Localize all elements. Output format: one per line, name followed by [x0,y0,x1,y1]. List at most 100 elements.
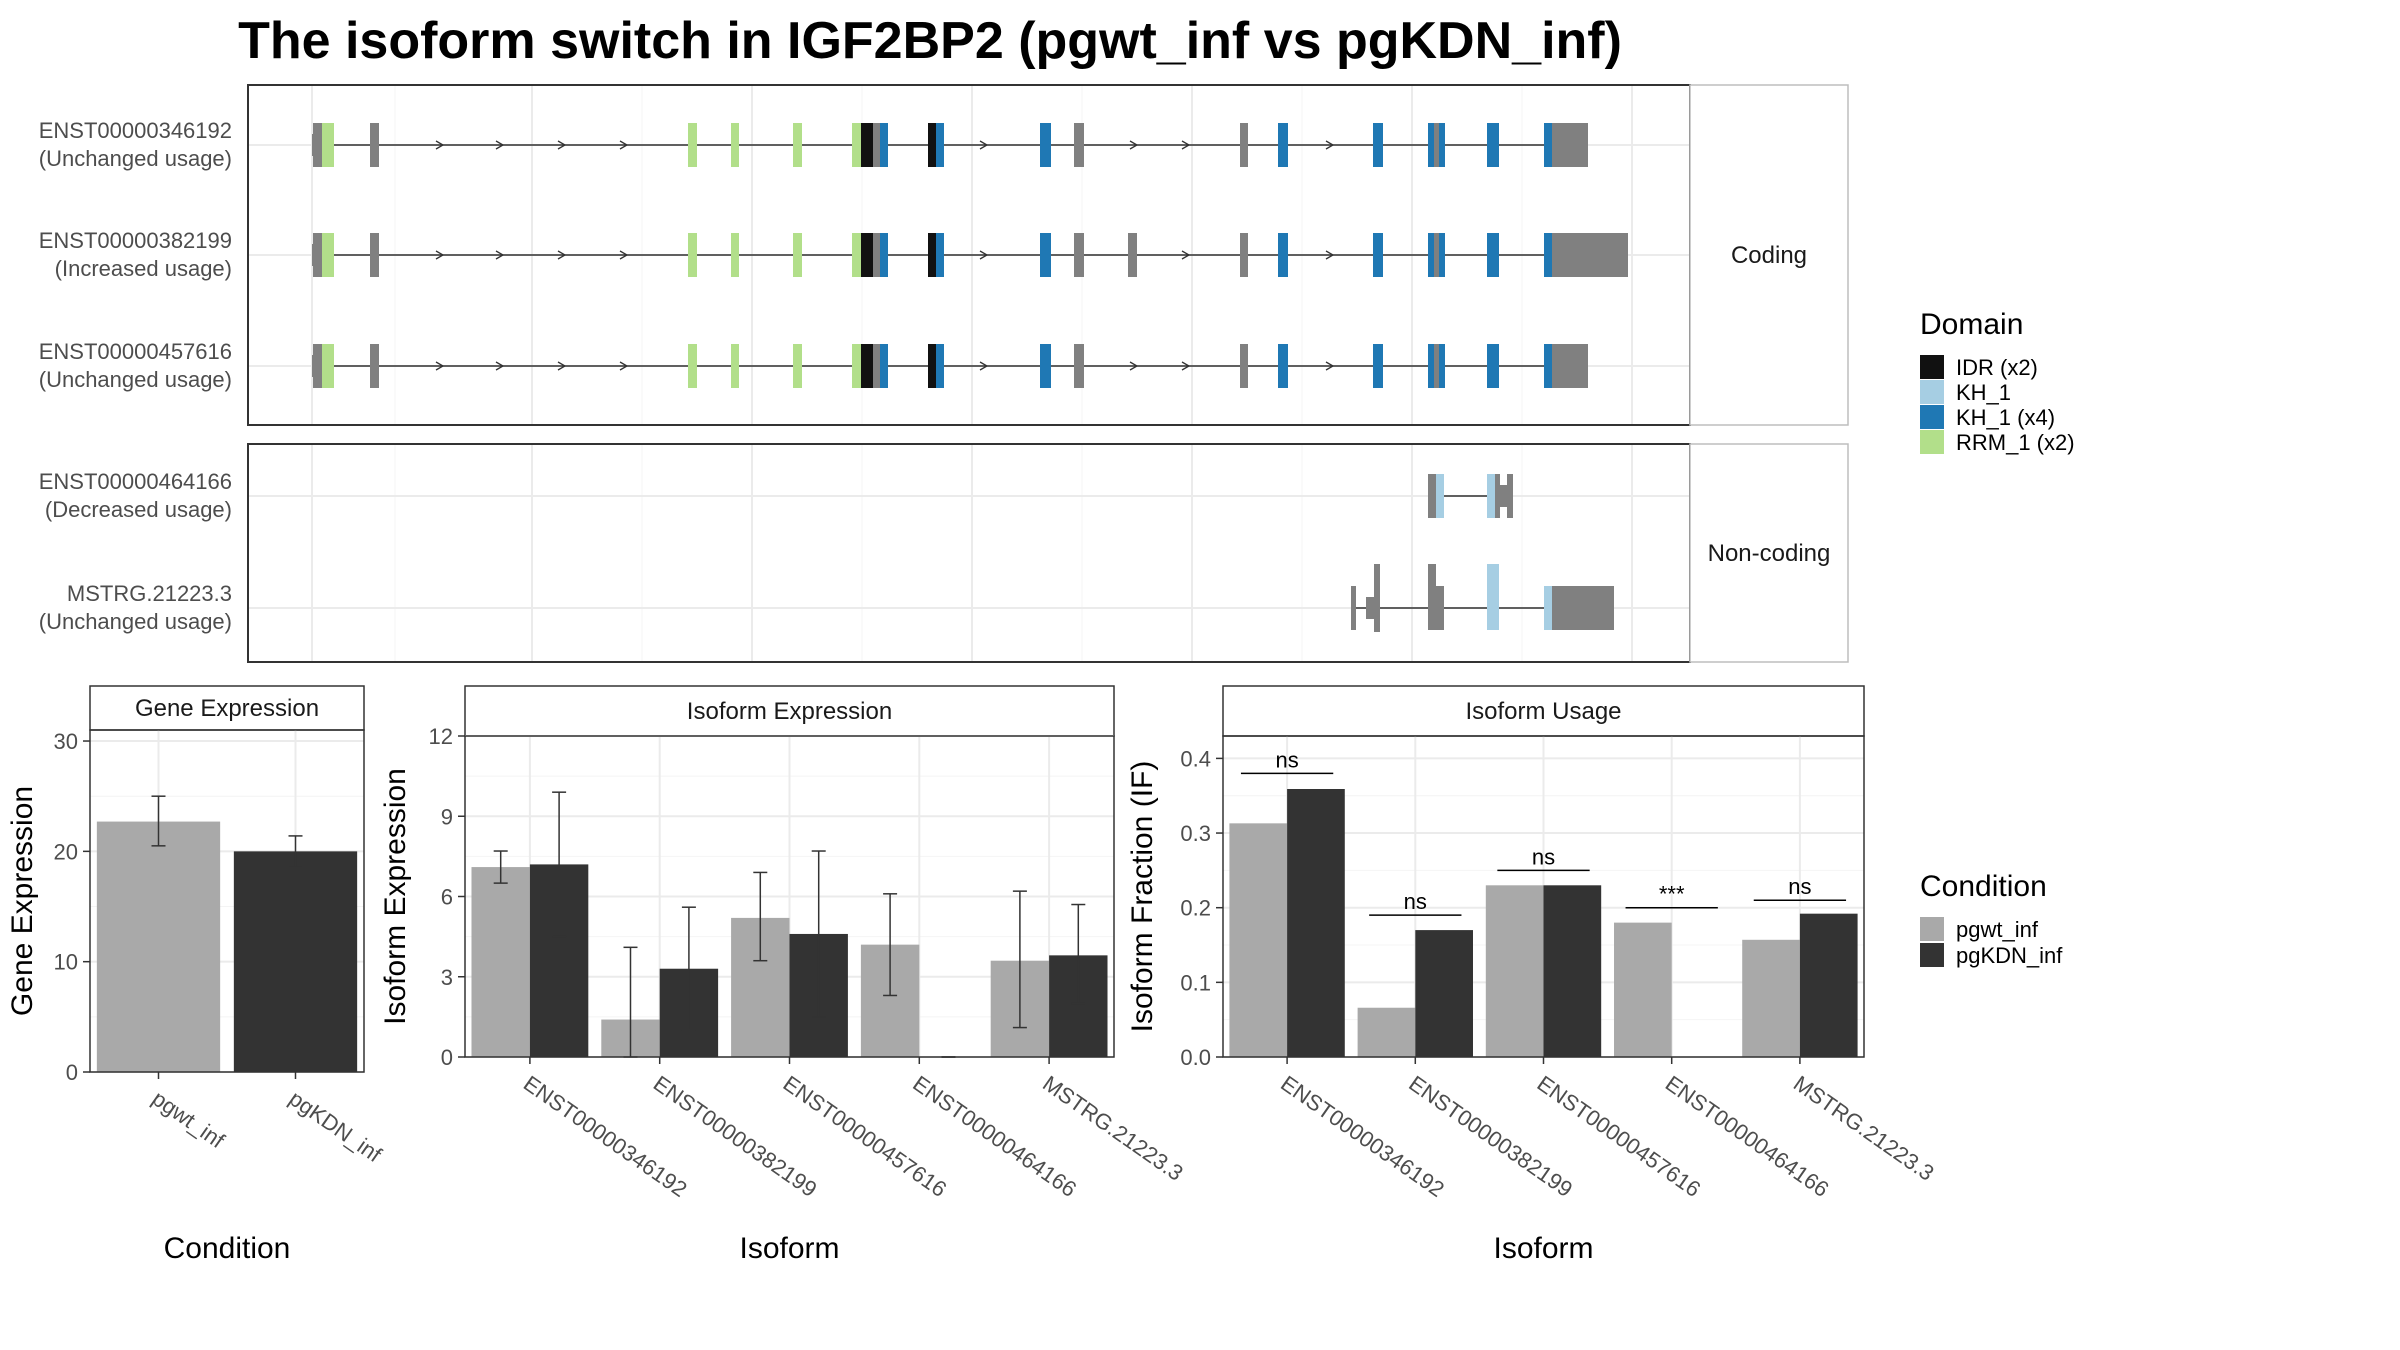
significance-label: ns [1275,747,1298,772]
exon-block [793,123,802,167]
y-axis-title: Isoform Fraction (IF) [1126,761,1159,1033]
strand-arrow [1129,361,1139,371]
legend-swatch [1920,355,1944,379]
exon-block [1278,233,1288,277]
facet-strip-coding-label: Coding [1731,242,1807,269]
exon-block [1428,233,1434,277]
exon-block [1040,233,1051,277]
facet-strip-noncoding [1689,443,1849,663]
facet-strip [89,685,365,731]
exon-block [1278,123,1288,167]
exon-block [313,344,323,388]
exon-block [1240,123,1248,167]
strand-arrow [557,361,567,371]
legend-swatch [1920,430,1944,454]
exon-block [928,233,936,277]
exon-block [322,344,334,388]
legend-label: pgwt_inf [1956,917,2039,942]
exon-block [1487,123,1499,167]
bar [96,821,221,1072]
transcript-row: ENST00000346192 (Unchanged usage) [39,118,1588,171]
exon-block [936,233,944,277]
bar [1415,930,1473,1057]
exon-block [861,233,873,277]
transcript-row: ENST00000382199 (Increased usage) [39,228,1628,281]
facet-strip-label: Isoform Usage [1465,698,1621,725]
bar [1357,1007,1416,1057]
exon-block [1436,586,1444,630]
exon-block [1040,344,1051,388]
exon-block [688,233,697,277]
exon-block [731,344,739,388]
exon-block [370,123,379,167]
panel-border [1222,735,1865,1058]
exon-block [928,123,936,167]
facet-strip-coding [1689,84,1849,426]
transcript-usage-label: (Unchanged usage) [39,367,232,392]
panel-border [89,729,365,1073]
exon-block [861,123,873,167]
strand-arrow [979,250,989,260]
strand-arrow [1181,140,1191,150]
transcript-row: ENST00000457616 (Unchanged usage) [39,339,1588,392]
exon-block [1428,344,1434,388]
strand-arrow [1325,361,1335,371]
exon-block [1439,123,1445,167]
exon-block [1074,233,1084,277]
exon-block [1487,586,1499,630]
exon-block [852,123,862,167]
y-tick-label: 0.2 [1180,896,1211,921]
exon-block [1544,344,1552,388]
transcript-id-label: ENST00000382199 [39,228,232,253]
y-tick-label: 0 [441,1045,453,1070]
significance-label: *** [1659,882,1685,907]
exon-block [861,344,873,388]
exon-block [313,233,323,277]
strand-arrow [435,250,445,260]
exon-block [1436,474,1444,518]
exon-block [1434,123,1442,167]
exon-block [1428,586,1436,630]
exon-block [873,344,881,388]
exon-block [1495,474,1500,518]
x-axis-title: Isoform [739,1232,839,1265]
bar [1799,913,1858,1057]
facet-strip [464,685,1115,737]
exon-block [688,123,697,167]
exon-block [1434,344,1442,388]
legend-label: KH_1 (x4) [1956,405,2055,430]
strand-arrow [557,140,567,150]
strand-arrow [619,361,629,371]
strand-arrow [1325,250,1335,260]
transcript-usage-label: (Unchanged usage) [39,146,232,171]
y-tick-label: 12 [429,724,453,749]
y-tick-label: 0.1 [1180,970,1211,995]
strand-arrow [1325,140,1335,150]
exon-block [928,344,936,388]
exon-block [370,233,379,277]
strand-arrow [979,361,989,371]
exon-block [1074,123,1084,167]
exon-block [936,123,944,167]
x-axis-title: Isoform [1493,1232,1593,1265]
exon-block [370,344,379,388]
y-tick-label: 6 [441,885,453,910]
bar [1614,922,1672,1057]
legend-swatch [1920,380,1944,404]
transcript-id-label: MSTRG.21223.3 [67,581,232,606]
significance-label: ns [1788,874,1811,899]
exon-block [1040,123,1051,167]
exon-block [688,344,697,388]
facet-strip-label: Isoform Expression [687,698,892,725]
y-tick-label: 0 [66,1060,78,1085]
strand-arrow [1181,361,1191,371]
utr3-exon [1552,233,1628,277]
exon-block [313,123,323,167]
facet-strip-label: Gene Expression [135,695,319,722]
exon-block [873,233,881,277]
legend-swatch [1920,405,1944,429]
strand-arrow [619,140,629,150]
y-tick-label: 10 [54,950,78,975]
transcript-id-label: ENST00000464166 [39,469,232,494]
